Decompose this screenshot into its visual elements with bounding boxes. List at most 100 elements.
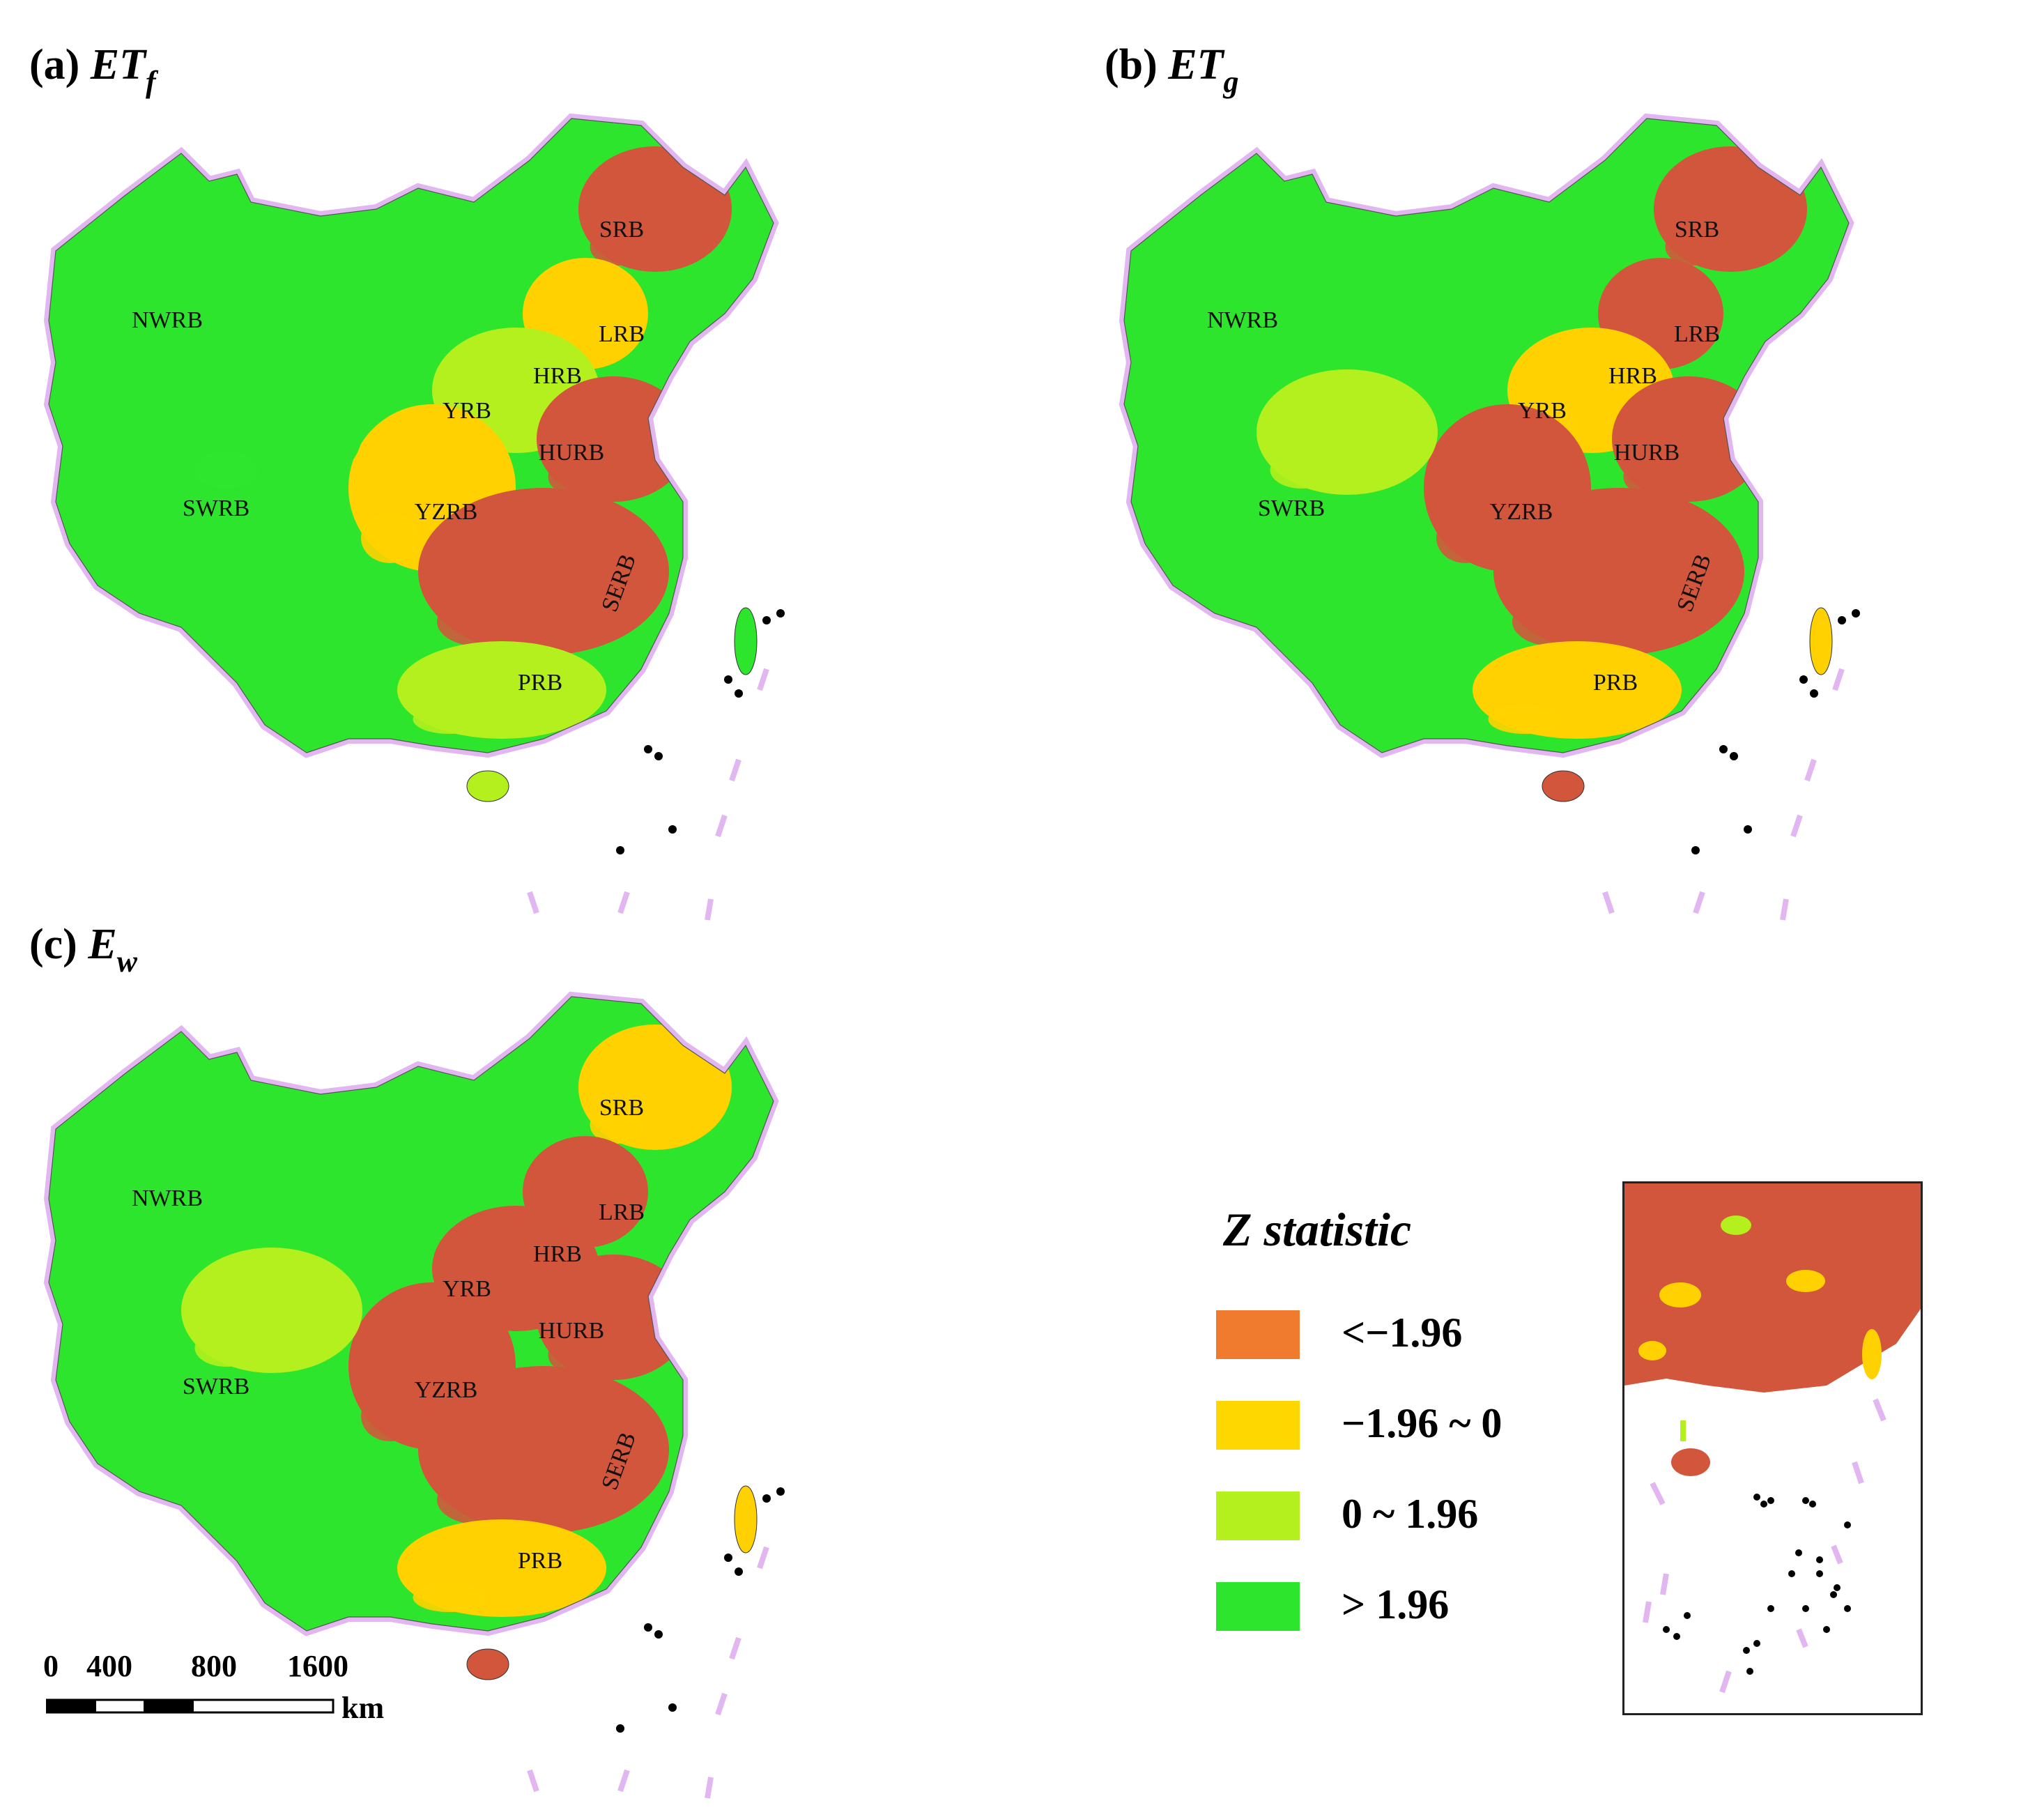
basin-label-hrb: HRB — [533, 1241, 582, 1267]
island-dot — [1730, 752, 1738, 760]
legend-label: −1.96 ~ 0 — [1342, 1400, 1503, 1446]
island-dot — [1810, 689, 1818, 698]
zstat-subregion-8 — [413, 705, 486, 734]
maritime-boundary-mark — [1832, 668, 1845, 691]
maritime-boundary-mark — [617, 1769, 630, 1793]
island-dot — [1852, 609, 1860, 618]
island-dot — [1691, 846, 1700, 854]
basin-label-swrb: SWRB — [1258, 496, 1325, 521]
zstat-subregion-4 — [548, 1336, 602, 1374]
zstat-subregion-7 — [1512, 597, 1600, 647]
zstat-subregion-1 — [590, 228, 644, 266]
island-dot — [668, 825, 677, 834]
scale-tick-1600: 1600 — [287, 1649, 348, 1683]
inset-taiwan — [1862, 1329, 1882, 1379]
inset-island-dot — [1673, 1633, 1680, 1640]
basin-label-nwrb: NWRB — [1207, 307, 1278, 333]
island-dot — [668, 1703, 677, 1712]
inset-island-dot — [1663, 1626, 1670, 1633]
legend-swatch-item — [1216, 1401, 1300, 1450]
legend-label: > 1.96 — [1342, 1581, 1450, 1627]
basin-label-hurb: HURB — [1614, 440, 1680, 466]
land-area — [49, 997, 774, 1631]
maritime-boundary-mark — [527, 1769, 539, 1793]
basin-label-prb: PRB — [1593, 670, 1638, 696]
island-dot — [1838, 616, 1846, 624]
panel-b-title-main: ET — [1168, 41, 1224, 89]
maritime-boundary-mark — [757, 668, 769, 691]
maritime-boundary-mark — [715, 814, 728, 838]
inset-boundary-mark — [1831, 1544, 1843, 1565]
island-dot — [616, 846, 624, 854]
basin-label-hurb: HURB — [539, 1318, 604, 1344]
country-outline — [48, 996, 774, 1632]
scale-bar-graphic — [46, 1698, 335, 1714]
hainan-island — [466, 1648, 509, 1680]
maritime-boundary-mark — [617, 891, 630, 914]
basin-label-yzrb: YZRB — [1490, 499, 1553, 525]
island-dot — [762, 1494, 771, 1503]
basin-label-lrb: LRB — [1674, 321, 1720, 347]
island-dot — [644, 1623, 652, 1632]
inset-boundary-mark — [1643, 1601, 1652, 1623]
zstat-subregion-8 — [1488, 705, 1562, 734]
inset-hainan — [1671, 1448, 1710, 1476]
panel-b-title: (b) ETg — [1105, 40, 1239, 99]
inset-island-dot — [1844, 1605, 1851, 1612]
taiwan-island — [734, 1485, 758, 1554]
panel-a-title: (a) ETf — [29, 40, 156, 99]
legend-swatch-item — [1216, 1310, 1300, 1359]
maritime-boundary-mark — [705, 1777, 714, 1799]
zstat-subregion-1 — [590, 1106, 644, 1144]
zstat-subregion-5 — [361, 513, 420, 563]
inset-island-dot — [1823, 1626, 1830, 1633]
panel-c-title-main: E — [88, 921, 117, 968]
legend-swatch — [1216, 1491, 1300, 1540]
inset-boundary-mark — [1873, 1398, 1887, 1422]
south-china-sea-inset — [1622, 1181, 1923, 1715]
legend-swatch — [1216, 1310, 1300, 1359]
scale-tick-400: 400 — [86, 1649, 132, 1683]
panel-c-title: (c) Ew — [29, 920, 137, 979]
basin-label-lrb: LRB — [599, 321, 645, 347]
inset-island-dot — [1844, 1521, 1851, 1528]
zstat-subregion-5 — [1436, 513, 1495, 563]
inset-island-dot — [1760, 1501, 1767, 1508]
legend-label: <−1.96 — [1342, 1310, 1463, 1356]
inset-zstat-patch — [1638, 1341, 1666, 1360]
basin-label-swrb: SWRB — [183, 1374, 249, 1399]
maritime-boundary-mark — [729, 1636, 741, 1660]
land-area — [49, 118, 774, 753]
legend-swatch — [1216, 1582, 1300, 1631]
inset-boundary-mark — [1852, 1461, 1864, 1485]
basin-label-prb: PRB — [518, 670, 562, 696]
inset-zstat-patch — [1721, 1215, 1751, 1235]
maritime-boundary-mark — [1693, 891, 1705, 914]
island-dot — [735, 1567, 743, 1576]
hainan-island — [1542, 770, 1585, 802]
inset-island-dot — [1795, 1549, 1802, 1556]
island-dot — [1744, 825, 1752, 834]
basin-label-yrb: YRB — [443, 398, 491, 424]
inset-island-dot — [1816, 1556, 1823, 1563]
maritime-boundary-mark — [1790, 814, 1803, 838]
island-dot — [762, 616, 771, 624]
legend-swatch-item — [1216, 1491, 1300, 1540]
basin-label-nwrb: NWRB — [132, 1186, 203, 1211]
taiwan-island — [1809, 607, 1833, 675]
inset-boundary-mark — [1660, 1573, 1669, 1595]
panel-a-title-prefix: (a) — [29, 41, 80, 89]
inset-island-dot — [1743, 1647, 1750, 1654]
panel-c-title-prefix: (c) — [29, 921, 77, 968]
island-dot — [724, 1554, 732, 1562]
basin-label-lrb: LRB — [599, 1199, 645, 1225]
basin-label-yrb: YRB — [443, 1276, 491, 1302]
basin-label-prb: PRB — [518, 1548, 562, 1574]
basin-label-swrb: SWRB — [183, 496, 249, 521]
island-dot — [776, 1487, 785, 1496]
inset-map — [1624, 1183, 1921, 1694]
inset-island-dot — [1753, 1494, 1760, 1501]
